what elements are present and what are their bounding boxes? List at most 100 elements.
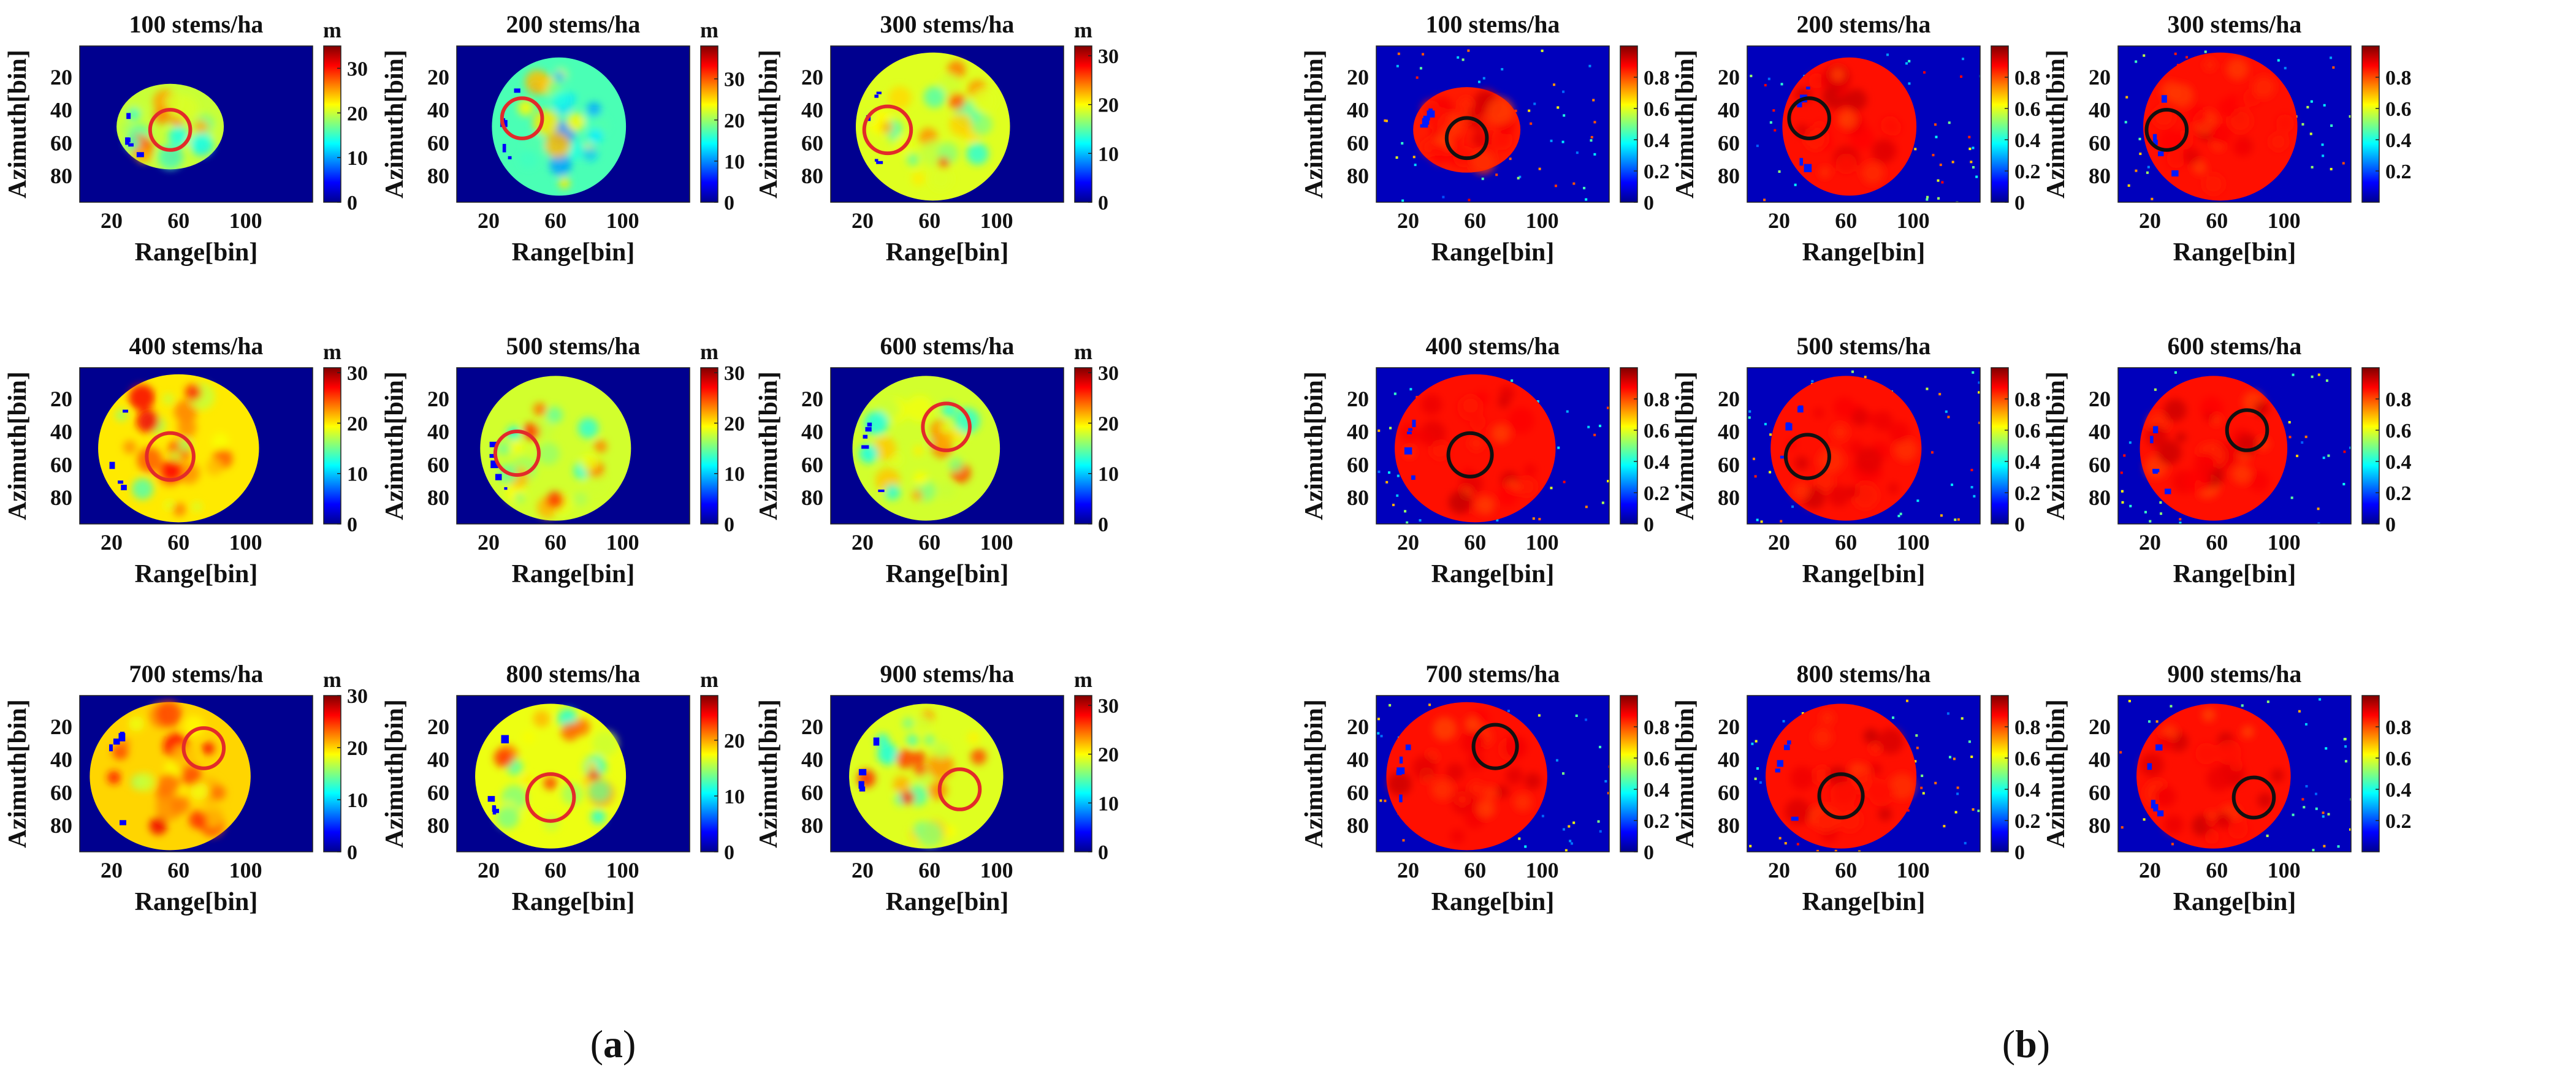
speckle — [2284, 67, 2287, 70]
x-tick-label: 20 — [101, 208, 123, 233]
texture-blob — [1465, 716, 1480, 732]
texture-blob — [2257, 792, 2273, 808]
speckle — [1970, 755, 1973, 758]
stand-texture — [859, 395, 980, 503]
y-tick-label: 20 — [1718, 387, 1740, 411]
colorbar-tick-label: 0.8 — [2014, 389, 2041, 411]
low-patch — [128, 143, 134, 147]
y-tick-label: 80 — [1347, 813, 1369, 838]
low-patch — [126, 113, 131, 119]
texture-blob — [1486, 97, 1514, 125]
speckle — [1864, 376, 1867, 379]
speckle — [1468, 199, 1471, 202]
x-axis-label: Range[bin] — [2173, 238, 2296, 267]
x-axis-label: Range[bin] — [1802, 888, 1926, 916]
axes-frame — [2117, 367, 2352, 525]
speckle — [2330, 124, 2333, 127]
colorbar-tick-label: 10 — [347, 147, 368, 170]
map-title: 600 stems/ha — [880, 332, 1015, 360]
y-axis-label: Azimuth[bin] — [2042, 50, 2070, 199]
panel-label: (b) — [2002, 1022, 2050, 1066]
speckle — [2159, 501, 2162, 504]
speckle — [1572, 821, 1576, 824]
speckle — [2301, 798, 2304, 801]
speckle — [1778, 836, 1781, 840]
axes-frame — [1376, 367, 1610, 525]
colorbar-tick-label: 20 — [724, 412, 745, 435]
texture-blob — [954, 408, 980, 434]
speckle — [2325, 379, 2328, 382]
speckle — [1834, 849, 1837, 852]
texture-blob — [514, 492, 525, 503]
colorbar-tick-label: 10 — [724, 463, 745, 486]
colorbar-unit: m — [700, 667, 718, 692]
texture-blob — [164, 500, 175, 510]
speckle — [1530, 122, 1533, 125]
low-patch — [489, 441, 497, 447]
stand-texture — [107, 700, 226, 837]
colorbar-tick-label: 0 — [1098, 192, 1108, 214]
texture-blob — [967, 731, 980, 745]
y-tick-label: 80 — [1347, 164, 1369, 188]
texture-blob — [1871, 764, 1883, 775]
x-tick-label: 20 — [101, 530, 123, 555]
speckle — [2349, 446, 2351, 449]
speckle — [1769, 471, 1772, 474]
low-patch — [1797, 99, 1802, 108]
colorbar-tick-label: 0.2 — [2385, 161, 2412, 183]
y-tick-label: 40 — [50, 98, 72, 123]
speckle — [1387, 471, 1390, 474]
speckle — [1970, 486, 1973, 489]
speckle — [1593, 433, 1596, 436]
speckle — [2322, 457, 2325, 460]
texture-blob — [2203, 173, 2224, 195]
texture-blob — [583, 471, 606, 494]
texture-blob — [1813, 408, 1824, 419]
texture-blob — [202, 742, 215, 755]
speckle — [2312, 849, 2315, 852]
texture-blob — [189, 132, 214, 156]
y-tick-label: 60 — [50, 452, 72, 477]
speckle — [2288, 421, 2291, 424]
colorbar-tick-label: 0 — [2014, 841, 2025, 864]
texture-blob — [859, 444, 878, 464]
map-title: 200 stems/ha — [506, 10, 641, 38]
colorbar-tick-label: 0.6 — [2014, 420, 2041, 442]
low-patch — [1420, 124, 1428, 128]
colorbar-tick-label: 10 — [724, 786, 745, 808]
highlight-circle — [2144, 108, 2189, 152]
texture-blob — [2140, 753, 2164, 777]
texture-blob — [1446, 763, 1465, 781]
y-tick-label: 80 — [427, 813, 449, 838]
texture-blob — [2236, 434, 2258, 456]
speckle — [1482, 77, 1485, 80]
y-axis-label: Azimuth[bin] — [4, 699, 32, 848]
y-tick-label: 60 — [427, 452, 449, 477]
speckle — [1972, 371, 1975, 374]
speckle — [2321, 143, 2324, 146]
y-tick-label: 20 — [801, 65, 823, 89]
low-patch — [495, 474, 502, 480]
texture-blob — [127, 107, 141, 121]
map-content — [856, 52, 1010, 201]
map-content — [1377, 702, 1609, 852]
colorbar — [1074, 367, 1092, 525]
speckle — [1756, 144, 1759, 147]
texture-blob — [1878, 807, 1892, 821]
texture-blob — [1431, 778, 1454, 801]
y-tick-label: 40 — [1347, 748, 1369, 772]
texture-blob — [937, 157, 950, 169]
x-tick-label: 60 — [1835, 530, 1857, 555]
map-content — [1384, 49, 1596, 202]
y-tick-label: 20 — [1718, 65, 1740, 89]
low-patch — [858, 768, 867, 776]
highlight-circle — [145, 431, 196, 482]
speckle — [1972, 808, 1975, 811]
colorbar-tick-label: 0 — [724, 841, 734, 864]
texture-blob — [1477, 799, 1496, 818]
y-tick-label: 60 — [50, 131, 72, 155]
speckle — [1858, 850, 1861, 852]
texture-blob — [589, 129, 603, 143]
colorbar — [1991, 695, 2009, 852]
